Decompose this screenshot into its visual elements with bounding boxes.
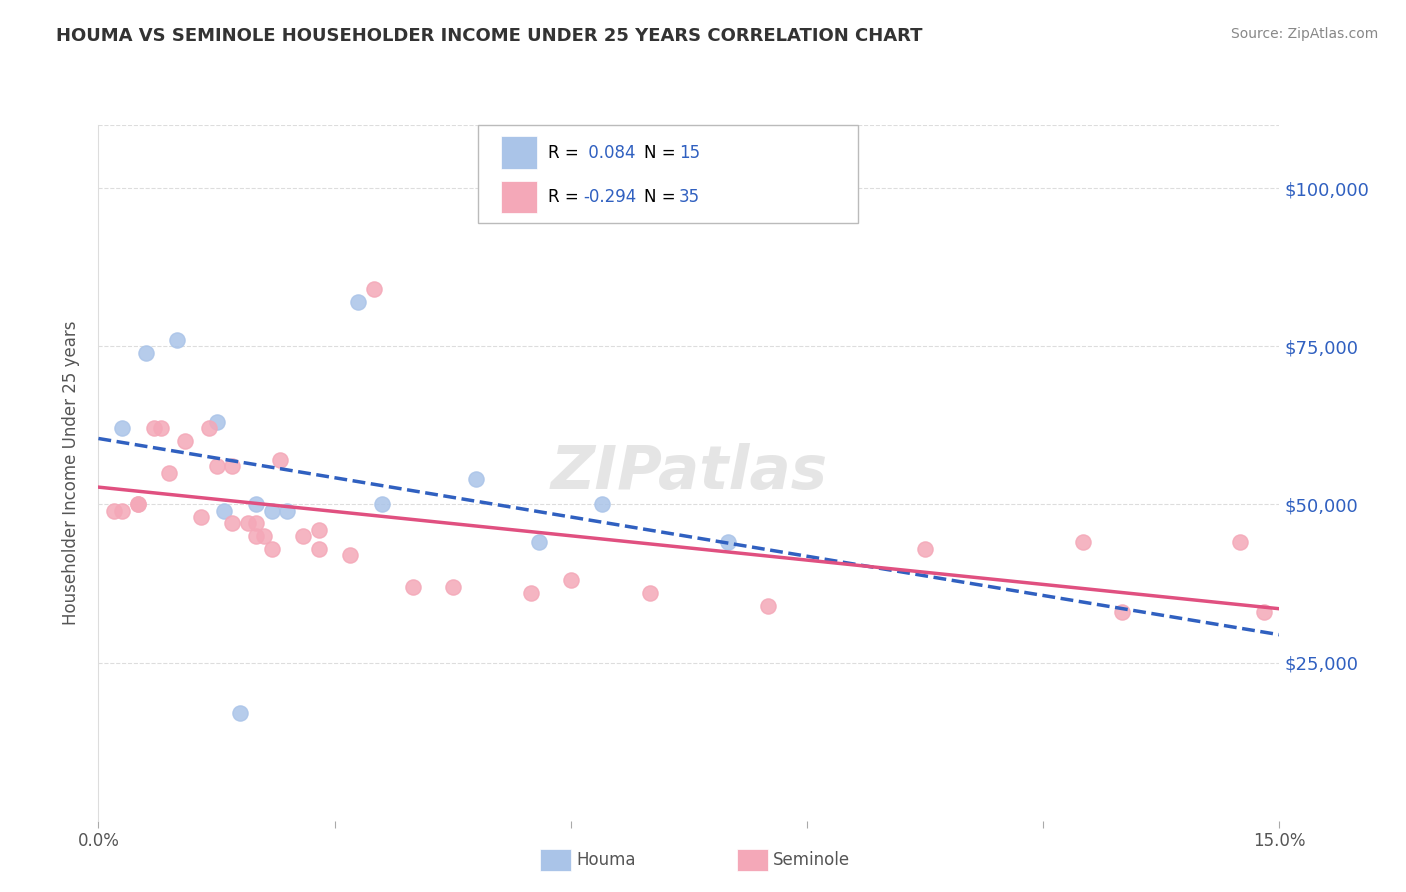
Point — [205, 415, 228, 429]
Point — [221, 459, 243, 474]
Point — [229, 706, 252, 720]
Text: N =: N = — [644, 144, 681, 161]
Point — [1253, 605, 1275, 619]
Text: R =: R = — [548, 144, 585, 161]
Point — [756, 599, 779, 613]
Point — [1071, 535, 1094, 549]
Point — [166, 333, 188, 347]
Text: R =: R = — [548, 188, 585, 206]
Text: -0.294: -0.294 — [583, 188, 637, 206]
Text: 15: 15 — [679, 144, 700, 161]
Point — [638, 586, 661, 600]
Point — [276, 504, 298, 518]
Point — [260, 541, 283, 556]
Point — [560, 574, 582, 588]
Point — [135, 345, 157, 359]
Point — [308, 523, 330, 537]
Text: Houma: Houma — [576, 851, 636, 869]
Point — [1229, 535, 1251, 549]
Point — [308, 541, 330, 556]
Point — [205, 459, 228, 474]
Point — [111, 504, 134, 518]
Point — [371, 497, 394, 511]
Text: Seminole: Seminole — [773, 851, 851, 869]
Text: 35: 35 — [679, 188, 700, 206]
Point — [1111, 605, 1133, 619]
Point — [339, 548, 361, 562]
Point — [717, 535, 740, 549]
Text: HOUMA VS SEMINOLE HOUSEHOLDER INCOME UNDER 25 YEARS CORRELATION CHART: HOUMA VS SEMINOLE HOUSEHOLDER INCOME UND… — [56, 27, 922, 45]
Point — [245, 497, 267, 511]
Point — [292, 529, 315, 543]
Point — [260, 504, 283, 518]
Point — [465, 472, 488, 486]
Point — [221, 516, 243, 531]
Point — [914, 541, 936, 556]
Point — [520, 586, 543, 600]
Point — [245, 529, 267, 543]
Text: Source: ZipAtlas.com: Source: ZipAtlas.com — [1230, 27, 1378, 41]
Point — [591, 497, 613, 511]
Point — [103, 504, 125, 518]
Point — [214, 504, 236, 518]
Point — [142, 421, 165, 435]
Point — [363, 282, 385, 296]
Point — [253, 529, 276, 543]
Point — [236, 516, 259, 531]
Point — [111, 421, 134, 435]
Point — [174, 434, 197, 449]
Y-axis label: Householder Income Under 25 years: Householder Income Under 25 years — [62, 320, 80, 625]
Text: ZIPatlas: ZIPatlas — [550, 443, 828, 502]
Point — [127, 497, 149, 511]
Point — [347, 295, 370, 310]
Point — [402, 580, 425, 594]
Point — [190, 510, 212, 524]
Point — [150, 421, 173, 435]
Point — [197, 421, 219, 435]
Point — [529, 535, 551, 549]
Point — [127, 497, 149, 511]
Point — [245, 516, 267, 531]
Point — [269, 453, 291, 467]
Text: 0.084: 0.084 — [583, 144, 636, 161]
Point — [157, 466, 180, 480]
Point — [441, 580, 464, 594]
Text: N =: N = — [644, 188, 681, 206]
